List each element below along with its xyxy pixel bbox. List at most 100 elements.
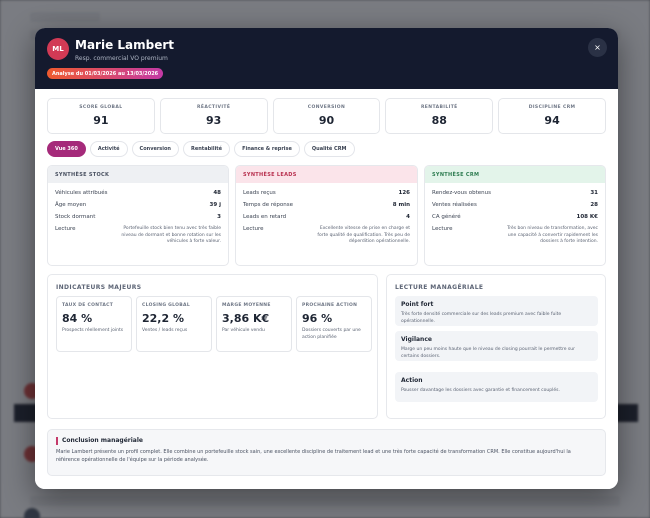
insight-action: Action Pousser davantage les dossiers av… [395, 372, 598, 402]
conclusion-title: Conclusion managériale [62, 437, 143, 444]
stat-value: 28 [590, 202, 598, 208]
lecture-text: Excellente vitesse de prise en charge et… [317, 226, 410, 244]
indicateurs-majeurs-panel: INDICATEURS MAJEURS TAUX DE CONTACT 84 %… [47, 274, 378, 419]
lecture-row: Lecture Très bon niveau de transformation… [425, 223, 605, 246]
close-button[interactable]: × [588, 38, 607, 57]
period-badge: Analyse du 01/03/2026 au 13/03/2026 [47, 68, 164, 79]
section-title: INDICATEURS MAJEURS [56, 284, 142, 291]
stat-value: 31 [590, 190, 598, 196]
lecture-label: Lecture [243, 226, 264, 232]
indicator-label: PROCHAINE ACTION [302, 303, 358, 308]
stat-row: Véhicules attribués 48 [48, 187, 228, 199]
kpi-rentabilite: RENTABILITÉ 88 [385, 98, 494, 134]
stat-value: 3 [217, 214, 221, 220]
stat-row: Rendez-vous obtenus 31 [425, 187, 605, 199]
synthese-leads-panel: SYNTHÈSE LEADS Leads reçus 126 Temps de r… [235, 165, 418, 266]
kpi-value: 90 [318, 114, 335, 127]
kpi-label: CONVERSION [307, 105, 346, 110]
indicator-label: CLOSING GLOBAL [142, 303, 190, 308]
insight-title: Action [401, 377, 423, 384]
kpi-label: RÉACTIVITÉ [197, 105, 231, 110]
conclusion-panel: Conclusion managériale Marie Lambert pré… [47, 429, 606, 476]
salesperson-role: Resp. commercial VO premium [75, 55, 168, 62]
conclusion-text: Marie Lambert présente un profil complet… [56, 449, 571, 463]
lecture-label: Lecture [432, 226, 453, 232]
tab-vue-360[interactable]: Vue 360 [47, 141, 86, 157]
panel-title: SYNTHÈSE STOCK [48, 166, 228, 183]
panel-title: SYNTHÈSE CRM [425, 166, 605, 183]
stat-label: Âge moyen [55, 202, 87, 208]
indicator-subtext: Par véhicule vendu [222, 328, 265, 333]
indicator-value: 22,2 % [142, 312, 184, 325]
kpi-label: DISCIPLINE CRM [528, 105, 576, 110]
indicator-card-prochaine-action: PROCHAINE ACTION 96 % Dossiers couverts … [296, 296, 372, 352]
stat-row: Leads reçus 126 [236, 187, 417, 199]
stat-label: Leads reçus [243, 190, 276, 196]
indicator-card-closing: CLOSING GLOBAL 22,2 % Ventes / leads reç… [136, 296, 212, 352]
stat-value: 48 [213, 190, 221, 196]
indicator-label: TAUX DE CONTACT [62, 303, 114, 308]
lecture-text: Portefeuille stock bien tenu avec très f… [121, 226, 221, 244]
lecture-label: Lecture [55, 226, 76, 232]
insight-text: Pousser davantage les dossiers avec gara… [401, 388, 560, 393]
modal-header: ML Marie Lambert Resp. commercial VO pre… [35, 28, 618, 89]
stat-label: CA généré [432, 214, 461, 220]
tab-conversion[interactable]: Conversion [131, 141, 179, 157]
kpi-reactivite: RÉACTIVITÉ 93 [159, 98, 268, 134]
indicator-subtext: Dossiers couverts par une action planifi… [302, 328, 361, 340]
stat-row: Temps de réponse 8 min [236, 199, 417, 211]
lecture-row: Lecture Excellente vitesse de prise en ch… [236, 223, 417, 246]
stat-label: Temps de réponse [243, 202, 294, 208]
indicator-value: 84 % [62, 312, 93, 325]
stat-value: 8 min [392, 202, 410, 208]
tab-activite[interactable]: Activité [89, 141, 128, 157]
indicator-card-taux-contact: TAUX DE CONTACT 84 % Prospects réellemen… [56, 296, 132, 352]
stat-value: 126 [398, 190, 410, 196]
kpi-label: RENTABILITÉ [420, 105, 458, 110]
kpi-value: 93 [206, 114, 222, 127]
insight-text: Marge un peu moins haute que le niveau d… [401, 347, 575, 359]
stat-value: 39 j [209, 202, 221, 208]
panel-title: SYNTHÈSE LEADS [236, 166, 417, 183]
indicator-subtext: Prospects réellement joints [62, 328, 124, 333]
indicator-value: 96 % [302, 312, 333, 325]
insight-vigilance: Vigilance Marge un peu moins haute que l… [395, 331, 598, 361]
kpi-value: 91 [93, 114, 109, 127]
kpi-value: 88 [431, 114, 447, 127]
insight-text: Très forte densité commerciale sur des l… [401, 312, 562, 324]
lecture-row: Lecture Portefeuille stock bien tenu avec… [48, 223, 228, 246]
kpi-conversion: CONVERSION 90 [272, 98, 381, 134]
close-icon: × [594, 43, 601, 52]
stat-label: Ventes réalisées [432, 202, 477, 208]
indicator-cards: TAUX DE CONTACT 84 % Prospects réellemen… [56, 296, 372, 352]
lecture-text: Très bon niveau de transformation, avec … [507, 226, 598, 244]
accent-bar [56, 437, 58, 445]
stat-label: Leads en retard [243, 214, 287, 220]
stat-row: Ventes réalisées 28 [425, 199, 605, 211]
avatar: ML [47, 38, 69, 60]
indicator-value: 3,86 K€ [222, 312, 270, 325]
stat-label: Véhicules attribués [55, 190, 108, 196]
tab-finance-reprise[interactable]: Finance & reprise [234, 141, 300, 157]
stat-value: 4 [406, 214, 410, 220]
insight-title: Point fort [401, 301, 434, 308]
modal-body: SCORE GLOBAL 91 RÉACTIVITÉ 93 CONVERSION… [35, 89, 618, 489]
stat-label: Stock dormant [55, 214, 96, 220]
synthese-crm-panel: SYNTHÈSE CRM Rendez-vous obtenus 31 Vente… [424, 165, 606, 266]
tab-rentabilite[interactable]: Rentabilité [183, 141, 231, 157]
synthese-stock-panel: SYNTHÈSE STOCK Véhicules attribués 48 Âge… [47, 165, 229, 266]
indicator-subtext: Ventes / leads reçus [142, 328, 188, 333]
kpi-discipline-crm: DISCIPLINE CRM 94 [498, 98, 606, 134]
kpi-label: SCORE GLOBAL [79, 105, 123, 110]
kpi-strip: SCORE GLOBAL 91 RÉACTIVITÉ 93 CONVERSION… [47, 98, 606, 134]
kpi-value: 94 [544, 114, 560, 127]
salesperson-detail-modal: ML Marie Lambert Resp. commercial VO pre… [35, 28, 618, 489]
lecture-manageriale-panel: LECTURE MANAGÉRIALE Point fort Très fort… [386, 274, 606, 419]
section-title: LECTURE MANAGÉRIALE [395, 284, 484, 291]
stat-value: 108 K€ [576, 214, 598, 220]
kpi-score-global: SCORE GLOBAL 91 [47, 98, 155, 134]
tab-bar: Vue 360 Activité Conversion Rentabilité … [47, 141, 355, 157]
stat-row: Leads en retard 4 [236, 211, 417, 223]
tab-qualite-crm[interactable]: Qualité CRM [303, 141, 355, 157]
indicator-card-marge: MARGE MOYENNE 3,86 K€ Par véhicule vendu [216, 296, 292, 352]
